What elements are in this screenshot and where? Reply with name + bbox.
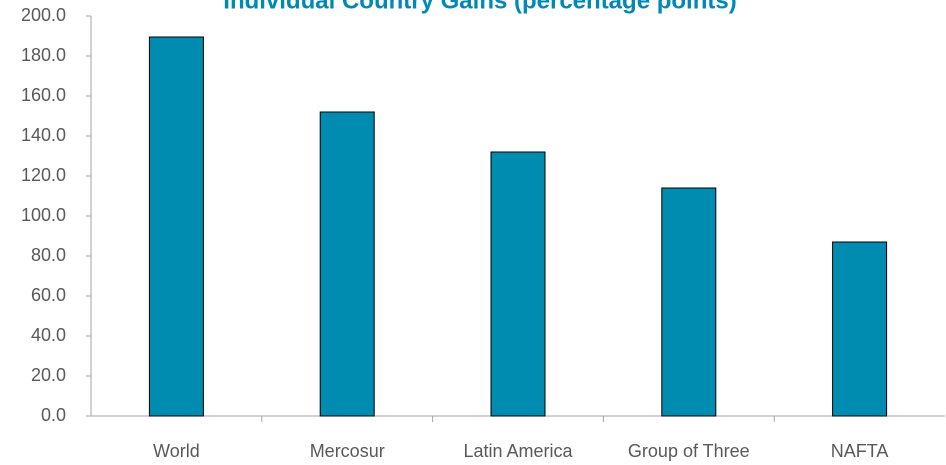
x-tick-label: Group of Three <box>628 441 750 461</box>
chart-title: Individual Country Gains (percentage poi… <box>223 0 736 14</box>
x-tick-label: World <box>153 441 200 461</box>
y-tick-label: 80.0 <box>31 245 66 265</box>
y-tick-label: 180.0 <box>21 45 66 65</box>
y-tick-label: 120.0 <box>21 165 66 185</box>
bar <box>319 111 375 417</box>
bar <box>490 151 546 417</box>
bar <box>148 36 204 417</box>
x-tick-label: Mercosur <box>310 441 385 461</box>
y-tick-label: 100.0 <box>21 205 66 225</box>
bar <box>832 241 888 417</box>
y-tick-label: 140.0 <box>21 125 66 145</box>
y-tick-label: 20.0 <box>31 365 66 385</box>
bar <box>661 187 717 417</box>
x-tick-label: Latin America <box>463 441 573 461</box>
y-tick-label: 160.0 <box>21 85 66 105</box>
y-tick-label: 0.0 <box>41 405 66 425</box>
y-tick-label: 40.0 <box>31 325 66 345</box>
y-tick-label: 200.0 <box>21 5 66 25</box>
y-tick-label: 60.0 <box>31 285 66 305</box>
x-tick-label: NAFTA <box>831 441 889 461</box>
